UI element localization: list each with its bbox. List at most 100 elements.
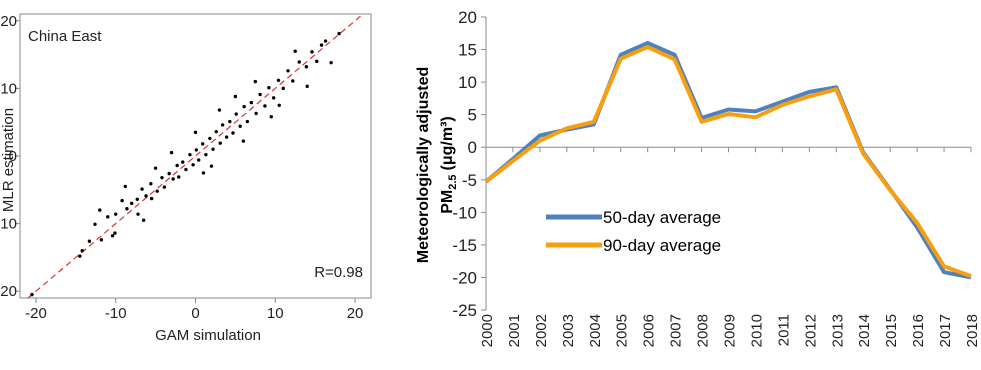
legend: 50-day average 90-day average xyxy=(546,208,721,255)
scatter-point xyxy=(169,150,174,155)
line-y-axis-title-line1: Meteorologically adjusted xyxy=(415,67,432,263)
line-y-tick-label: 10 xyxy=(458,73,477,92)
scatter-x-tick-label: -10 xyxy=(105,305,127,322)
scatter-point xyxy=(209,164,214,168)
scatter-point xyxy=(30,292,34,297)
units-label: (μg/m³) xyxy=(439,116,456,170)
scatter-point xyxy=(162,185,167,189)
scatter-x-tick-label: 20 xyxy=(347,305,364,322)
scatter-point xyxy=(141,218,146,222)
pm-label: PM xyxy=(439,190,456,214)
scatter-point xyxy=(286,69,290,73)
scatter-point xyxy=(263,104,267,108)
scatter-point xyxy=(99,238,104,242)
scatter-point xyxy=(175,163,179,168)
scatter-point xyxy=(110,234,115,238)
scatter-point xyxy=(277,103,281,107)
line-x-tick-label: 2001 xyxy=(506,314,523,347)
scatter-point xyxy=(267,86,271,90)
scatter-point xyxy=(136,212,140,216)
scatter-point xyxy=(149,182,153,186)
scatter-point xyxy=(276,78,281,82)
scatter-point xyxy=(171,177,175,181)
scatter-point xyxy=(125,207,129,211)
scatter-points xyxy=(30,31,341,297)
line-y-tick-label: -15 xyxy=(452,236,477,255)
scatter-point xyxy=(271,96,276,100)
scatter-point xyxy=(113,231,117,235)
scatter-point xyxy=(217,108,222,112)
scatter-point xyxy=(181,160,185,164)
line-axes xyxy=(485,17,971,310)
scatter-point xyxy=(135,197,139,201)
scatter-point xyxy=(254,111,258,116)
legend-label-50-day: 50-day average xyxy=(603,208,721,227)
line-x-tick-label: 2003 xyxy=(560,314,577,347)
scatter-point xyxy=(193,130,198,135)
scatter-point xyxy=(329,60,333,65)
line-x-tick-label: 2009 xyxy=(722,314,739,347)
scatter-point xyxy=(241,139,246,143)
scatter-y-axis-title: MLR estimation xyxy=(0,108,17,212)
scatter-point xyxy=(253,79,258,84)
scatter-point xyxy=(218,141,222,145)
scatter-point xyxy=(310,50,314,54)
scatter-point xyxy=(87,239,92,243)
scatter-point xyxy=(184,167,188,172)
scatter-point xyxy=(144,194,148,198)
scatter-point xyxy=(304,65,309,69)
scatter-point xyxy=(123,184,128,189)
scatter-point xyxy=(269,115,273,119)
line-y-axis-title-2: PM2.5 (μg/m³) xyxy=(439,116,459,214)
scatter-point xyxy=(315,59,319,64)
line-y-tick-label: 0 xyxy=(468,138,477,157)
scatter-point xyxy=(188,152,192,157)
scatter-x-axis-title: GAM simulation xyxy=(155,327,261,344)
scatter-title: China East xyxy=(28,28,102,45)
line-x-tick-label: 2004 xyxy=(587,314,604,347)
scatter-point xyxy=(93,222,97,226)
line-y-tick-label: -10 xyxy=(452,203,477,222)
line-x-tick-label: 2014 xyxy=(856,314,873,347)
scatter-point xyxy=(228,119,232,124)
scatter-x-tick-label: -20 xyxy=(25,305,47,322)
scatter-y-tick-label: 20 xyxy=(0,13,17,30)
scatter-point xyxy=(120,198,124,203)
line-x-tick-label: 2000 xyxy=(479,314,496,347)
scatter-y-tick-label: -20 xyxy=(0,283,17,300)
scatter-point xyxy=(204,152,208,157)
line-y-tick-label: -5 xyxy=(462,171,477,190)
line-x-tick-label: 2016 xyxy=(910,314,927,347)
scatter-point xyxy=(149,196,154,201)
scatter-y-tick-label: 10 xyxy=(0,80,17,97)
scatter-point xyxy=(114,212,118,216)
scatter-annotation: R=0.98 xyxy=(314,264,363,281)
line-x-tick-label: 2010 xyxy=(748,314,765,347)
line-y-tick-label: 15 xyxy=(458,41,477,60)
legend-label-90-day: 90-day average xyxy=(603,236,721,255)
scatter-point xyxy=(80,248,84,253)
series-line-90-day xyxy=(484,45,972,278)
scatter-panel: -20 -10 0 10 20 -20 -10 0 10 20 China East R=0.9… xyxy=(0,13,372,344)
scatter-point xyxy=(78,254,82,258)
scatter-point xyxy=(196,158,201,162)
scatter-point xyxy=(140,187,144,191)
scatter-point xyxy=(211,147,215,151)
scatter-point xyxy=(224,135,229,139)
scatter-point xyxy=(167,171,171,176)
scatter-point xyxy=(258,92,262,97)
scatter-point xyxy=(281,86,285,91)
scatter-point xyxy=(106,215,110,219)
line-x-ticks: 2000 2001 2002 2003 2004 2005 2006 2007 2008 2009… xyxy=(479,147,981,347)
scatter-point xyxy=(233,94,238,99)
scatter-point xyxy=(160,175,164,180)
scatter-point xyxy=(208,136,212,141)
scatter-point xyxy=(177,175,181,179)
line-x-tick-label: 2008 xyxy=(695,314,712,347)
line-x-tick-label: 2017 xyxy=(937,314,954,347)
line-x-tick-label: 2002 xyxy=(533,314,550,347)
scatter-point xyxy=(191,163,195,167)
scatter-x-tick-label: 0 xyxy=(191,305,199,322)
scatter-point xyxy=(200,142,205,146)
